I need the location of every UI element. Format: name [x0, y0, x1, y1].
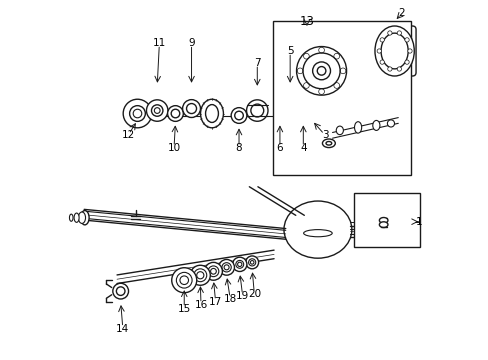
Ellipse shape	[248, 259, 255, 266]
Ellipse shape	[123, 99, 151, 128]
Ellipse shape	[231, 108, 246, 123]
Ellipse shape	[246, 100, 267, 121]
Text: 16: 16	[194, 300, 207, 310]
Ellipse shape	[325, 141, 331, 145]
Ellipse shape	[303, 230, 331, 237]
Ellipse shape	[235, 260, 243, 268]
Ellipse shape	[322, 139, 335, 148]
Ellipse shape	[284, 99, 295, 102]
Ellipse shape	[234, 111, 243, 120]
Ellipse shape	[305, 115, 317, 126]
Ellipse shape	[245, 256, 258, 269]
Ellipse shape	[81, 211, 89, 225]
Text: 6: 6	[276, 143, 283, 153]
Text: 10: 10	[167, 143, 180, 153]
Ellipse shape	[222, 263, 231, 272]
Ellipse shape	[284, 113, 295, 117]
Text: 3: 3	[321, 130, 328, 140]
Ellipse shape	[399, 225, 406, 238]
Ellipse shape	[250, 261, 253, 264]
Text: 5: 5	[286, 46, 293, 56]
Text: 18: 18	[223, 294, 236, 304]
Ellipse shape	[146, 100, 167, 121]
Ellipse shape	[336, 126, 343, 135]
Ellipse shape	[296, 46, 346, 95]
Ellipse shape	[224, 265, 229, 270]
FancyBboxPatch shape	[372, 26, 415, 76]
Ellipse shape	[193, 269, 206, 282]
Ellipse shape	[404, 38, 408, 42]
Ellipse shape	[190, 265, 210, 285]
Ellipse shape	[218, 260, 234, 275]
Ellipse shape	[176, 273, 192, 288]
Text: 19: 19	[236, 291, 249, 301]
Ellipse shape	[312, 62, 330, 80]
Text: 15: 15	[177, 304, 190, 314]
Ellipse shape	[171, 268, 196, 293]
Bar	[284, 100, 295, 115]
Text: 14: 14	[116, 324, 129, 334]
Ellipse shape	[74, 213, 79, 222]
Ellipse shape	[210, 269, 216, 274]
Ellipse shape	[308, 117, 315, 124]
Text: 13: 13	[299, 15, 314, 28]
Ellipse shape	[379, 38, 384, 42]
Ellipse shape	[317, 67, 325, 75]
Ellipse shape	[204, 262, 222, 280]
Text: 8: 8	[235, 143, 242, 153]
Ellipse shape	[404, 60, 408, 64]
Ellipse shape	[182, 100, 200, 117]
Ellipse shape	[387, 31, 391, 35]
Ellipse shape	[232, 257, 246, 271]
Ellipse shape	[303, 53, 340, 89]
Ellipse shape	[406, 228, 413, 235]
Ellipse shape	[186, 104, 196, 113]
Ellipse shape	[151, 105, 163, 116]
Ellipse shape	[129, 105, 145, 121]
Ellipse shape	[374, 26, 413, 76]
Text: 12: 12	[121, 130, 134, 140]
Ellipse shape	[237, 262, 242, 266]
Text: 9: 9	[188, 38, 194, 48]
Ellipse shape	[372, 121, 379, 130]
Ellipse shape	[250, 104, 263, 117]
Ellipse shape	[200, 99, 223, 128]
Ellipse shape	[69, 214, 73, 221]
Text: 7: 7	[253, 58, 260, 68]
Text: 20: 20	[247, 289, 261, 299]
Text: 17: 17	[208, 297, 222, 307]
Text: 2: 2	[398, 8, 405, 18]
Ellipse shape	[113, 283, 128, 299]
Ellipse shape	[284, 201, 351, 258]
Text: 11: 11	[152, 38, 166, 48]
Ellipse shape	[379, 217, 387, 223]
Ellipse shape	[379, 60, 384, 64]
Ellipse shape	[180, 276, 188, 284]
Ellipse shape	[396, 31, 401, 35]
Ellipse shape	[376, 49, 381, 53]
Ellipse shape	[208, 266, 218, 276]
Ellipse shape	[116, 287, 125, 296]
Bar	[354, 193, 419, 247]
Ellipse shape	[396, 67, 401, 71]
Ellipse shape	[387, 67, 391, 71]
Ellipse shape	[379, 222, 387, 228]
Ellipse shape	[171, 109, 180, 118]
Ellipse shape	[167, 105, 183, 121]
Ellipse shape	[380, 33, 407, 69]
Ellipse shape	[277, 111, 282, 116]
Ellipse shape	[196, 272, 203, 279]
Ellipse shape	[354, 122, 361, 133]
Ellipse shape	[78, 212, 85, 224]
Text: 1: 1	[415, 217, 421, 227]
Ellipse shape	[300, 111, 305, 116]
Ellipse shape	[274, 108, 285, 118]
Ellipse shape	[403, 226, 410, 237]
Bar	[272, 21, 410, 175]
Ellipse shape	[407, 49, 411, 53]
Ellipse shape	[298, 108, 307, 118]
Ellipse shape	[386, 120, 394, 127]
Text: 4: 4	[299, 143, 306, 153]
Ellipse shape	[205, 105, 218, 122]
